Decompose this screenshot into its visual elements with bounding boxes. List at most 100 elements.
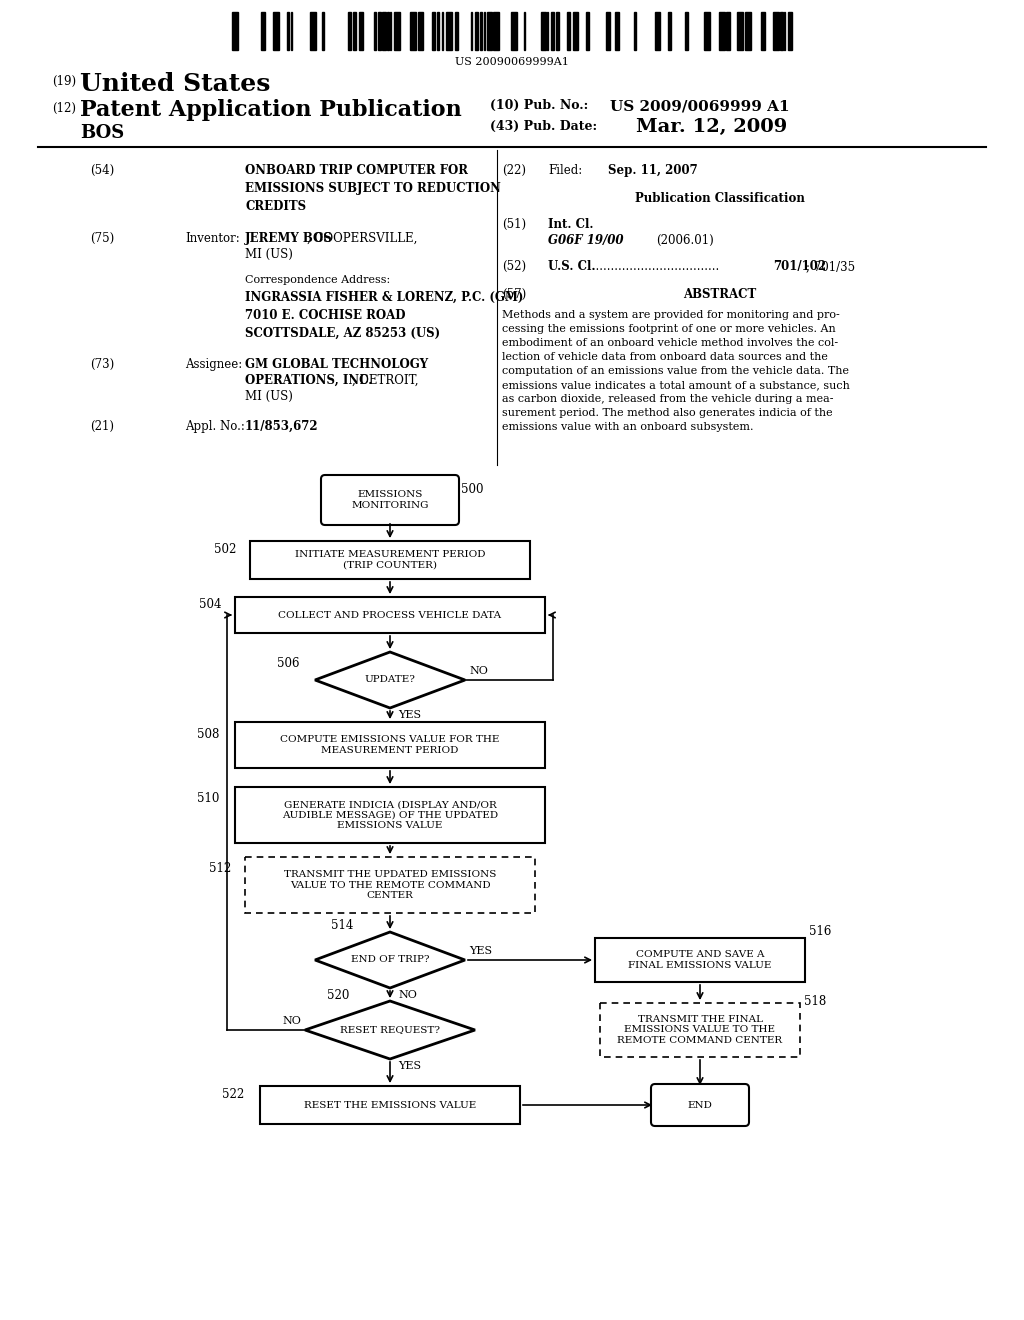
Bar bbox=[605, 12, 610, 50]
Text: MI (US): MI (US) bbox=[245, 248, 293, 261]
Text: EMISSIONS
MONITORING: EMISSIONS MONITORING bbox=[351, 490, 429, 510]
Text: Int. Cl.: Int. Cl. bbox=[548, 218, 594, 231]
Bar bbox=[595, 939, 805, 982]
Bar bbox=[347, 12, 350, 50]
Text: ABSTRACT: ABSTRACT bbox=[683, 288, 757, 301]
Text: (54): (54) bbox=[90, 164, 115, 177]
Text: US 20090069999A1: US 20090069999A1 bbox=[455, 57, 569, 67]
Bar bbox=[614, 12, 618, 50]
Text: ONBOARD TRIP COMPUTER FOR
EMISSIONS SUBJECT TO REDUCTION
CREDITS: ONBOARD TRIP COMPUTER FOR EMISSIONS SUBJ… bbox=[245, 164, 501, 213]
Bar bbox=[250, 541, 530, 579]
Text: GENERATE INDICIA (DISPLAY AND/OR
AUDIBLE MESSAGE) OF THE UPDATED
EMISSIONS VALUE: GENERATE INDICIA (DISPLAY AND/OR AUDIBLE… bbox=[282, 800, 498, 830]
Text: 512: 512 bbox=[209, 862, 231, 875]
Text: 506: 506 bbox=[278, 657, 299, 671]
Bar bbox=[245, 857, 535, 913]
Bar bbox=[772, 12, 778, 50]
Bar bbox=[358, 12, 362, 50]
Bar bbox=[234, 597, 545, 634]
Bar bbox=[291, 12, 292, 50]
Bar bbox=[634, 12, 636, 50]
Bar bbox=[779, 12, 782, 50]
Bar bbox=[322, 12, 324, 50]
Text: 514: 514 bbox=[331, 919, 353, 932]
Text: RESET REQUEST?: RESET REQUEST? bbox=[340, 1026, 440, 1035]
Text: (12): (12) bbox=[52, 102, 76, 115]
Bar bbox=[387, 12, 388, 50]
Text: UPDATE?: UPDATE? bbox=[365, 676, 416, 685]
Text: END: END bbox=[687, 1101, 713, 1110]
Bar bbox=[668, 12, 671, 50]
Text: 518: 518 bbox=[804, 995, 826, 1008]
Bar bbox=[480, 12, 481, 50]
Text: Sep. 11, 2007: Sep. 11, 2007 bbox=[608, 164, 697, 177]
Text: Patent Application Publication: Patent Application Publication bbox=[80, 99, 462, 121]
Text: YES: YES bbox=[469, 946, 493, 956]
Text: Inventor:: Inventor: bbox=[185, 232, 240, 246]
Bar bbox=[382, 12, 386, 50]
Bar bbox=[234, 722, 545, 768]
Bar bbox=[232, 12, 238, 50]
Text: YES: YES bbox=[398, 710, 421, 719]
Bar bbox=[378, 12, 381, 50]
Bar bbox=[273, 12, 279, 50]
Bar bbox=[410, 12, 416, 50]
Text: GM GLOBAL TECHNOLOGY: GM GLOBAL TECHNOLOGY bbox=[245, 358, 428, 371]
Text: TRANSMIT THE UPDATED EMISSIONS
VALUE TO THE REMOTE COMMAND
CENTER: TRANSMIT THE UPDATED EMISSIONS VALUE TO … bbox=[284, 870, 497, 900]
Text: (51): (51) bbox=[502, 218, 526, 231]
Text: COMPUTE AND SAVE A
FINAL EMISSIONS VALUE: COMPUTE AND SAVE A FINAL EMISSIONS VALUE bbox=[629, 950, 772, 970]
Text: (73): (73) bbox=[90, 358, 115, 371]
Bar bbox=[441, 12, 443, 50]
Text: RESET THE EMISSIONS VALUE: RESET THE EMISSIONS VALUE bbox=[304, 1101, 476, 1110]
Polygon shape bbox=[315, 652, 465, 708]
Text: , DETROIT,: , DETROIT, bbox=[352, 374, 419, 387]
Bar bbox=[737, 12, 743, 50]
Bar bbox=[470, 12, 472, 50]
Text: TRANSMIT THE FINAL
EMISSIONS VALUE TO THE
REMOTE COMMAND CENTER: TRANSMIT THE FINAL EMISSIONS VALUE TO TH… bbox=[617, 1015, 782, 1045]
Text: OPERATIONS, INC.: OPERATIONS, INC. bbox=[245, 374, 373, 387]
Text: BOS: BOS bbox=[80, 124, 124, 143]
Text: Filed:: Filed: bbox=[548, 164, 583, 177]
Polygon shape bbox=[305, 1001, 475, 1059]
Text: (22): (22) bbox=[502, 164, 526, 177]
Bar bbox=[705, 12, 710, 50]
Bar bbox=[600, 1003, 800, 1057]
Bar bbox=[761, 12, 765, 50]
Bar bbox=[725, 12, 730, 50]
Text: COLLECT AND PROCESS VEHICLE DATA: COLLECT AND PROCESS VEHICLE DATA bbox=[279, 610, 502, 619]
Text: 522: 522 bbox=[222, 1088, 245, 1101]
FancyBboxPatch shape bbox=[321, 475, 459, 525]
Text: INGRASSIA FISHER & LORENZ, P.C. (GM)
7010 E. COCHISE ROAD
SCOTTSDALE, AZ 85253 (: INGRASSIA FISHER & LORENZ, P.C. (GM) 701… bbox=[245, 290, 523, 341]
Text: END OF TRIP?: END OF TRIP? bbox=[351, 956, 429, 965]
Bar bbox=[586, 12, 589, 50]
Bar bbox=[541, 12, 546, 50]
Text: COMPUTE EMISSIONS VALUE FOR THE
MEASUREMENT PERIOD: COMPUTE EMISSIONS VALUE FOR THE MEASUREM… bbox=[281, 735, 500, 755]
Bar bbox=[260, 1086, 520, 1125]
Bar bbox=[783, 12, 785, 50]
Text: Publication Classification: Publication Classification bbox=[635, 191, 805, 205]
Bar bbox=[556, 12, 559, 50]
Text: (52): (52) bbox=[502, 260, 526, 273]
Text: (10) Pub. No.:: (10) Pub. No.: bbox=[490, 99, 588, 112]
Text: MI (US): MI (US) bbox=[245, 389, 293, 403]
Bar bbox=[309, 12, 315, 50]
FancyBboxPatch shape bbox=[651, 1084, 749, 1126]
Text: 701/102: 701/102 bbox=[773, 260, 826, 273]
Bar bbox=[493, 12, 499, 50]
Bar bbox=[446, 12, 452, 50]
Text: NO: NO bbox=[283, 1016, 301, 1026]
Text: Methods and a system are provided for monitoring and pro-
cessing the emissions : Methods and a system are provided for mo… bbox=[502, 310, 850, 432]
Bar bbox=[551, 12, 554, 50]
Bar bbox=[260, 12, 265, 50]
Text: Assignee:: Assignee: bbox=[185, 358, 243, 371]
Bar bbox=[788, 12, 792, 50]
Bar bbox=[475, 12, 478, 50]
Text: 500: 500 bbox=[461, 483, 483, 496]
Bar bbox=[547, 12, 548, 50]
Bar bbox=[745, 12, 751, 50]
Text: (75): (75) bbox=[90, 232, 115, 246]
Bar bbox=[389, 12, 391, 50]
Text: (19): (19) bbox=[52, 75, 76, 88]
Text: JEREMY BOS: JEREMY BOS bbox=[245, 232, 333, 246]
Bar bbox=[511, 12, 517, 50]
Bar bbox=[437, 12, 438, 50]
